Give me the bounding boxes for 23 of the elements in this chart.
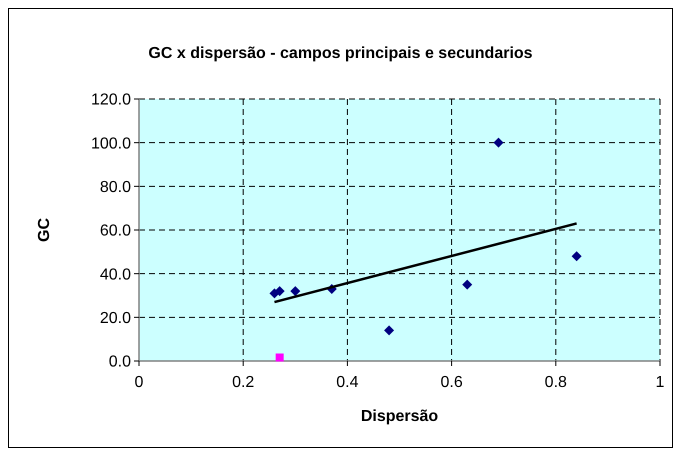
point (274, 286, 285, 296)
y-tick-label: 60.0 (100, 222, 132, 240)
y-tick-label: 80.0 (100, 178, 132, 196)
y-axis-title: GC (36, 218, 53, 242)
chart-title: GC x dispersão - campos principais e secundarios (148, 45, 533, 62)
x-tick-label: 0.2 (232, 374, 254, 391)
y-tick-label: 0.0 (108, 354, 132, 371)
point (572, 251, 582, 262)
point (462, 280, 472, 290)
y-tick-label: 20.0 (100, 310, 132, 327)
x-tick-label: 1 (656, 374, 665, 391)
point (290, 286, 300, 296)
x-tick-label: 0.4 (336, 374, 359, 391)
y-tick-label: 100.0 (90, 135, 132, 152)
point (384, 325, 394, 336)
point (276, 354, 284, 362)
x-axis-title: Dispersão (360, 408, 438, 425)
y-tick-label: 40.0 (100, 266, 132, 284)
y-tick-label: 120.0 (90, 92, 132, 109)
point (493, 138, 504, 148)
x-tick-label: 0.8 (544, 374, 568, 391)
x-tick-label: 0 (134, 374, 144, 391)
x-tick-label: 0.6 (440, 374, 463, 391)
